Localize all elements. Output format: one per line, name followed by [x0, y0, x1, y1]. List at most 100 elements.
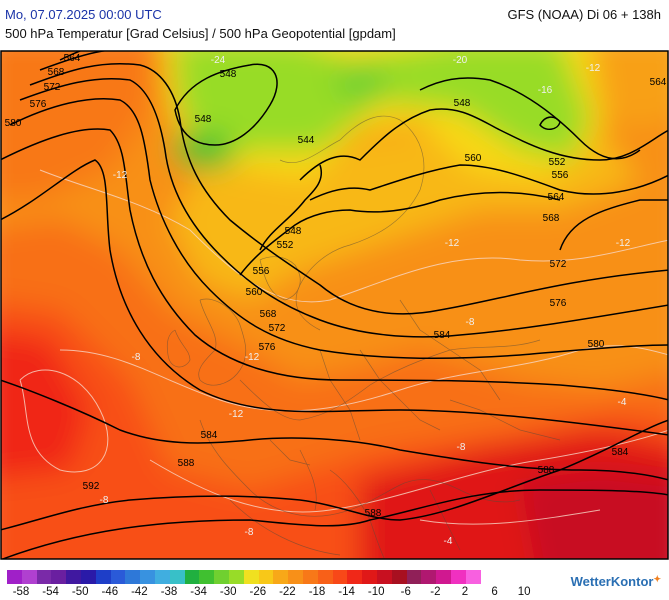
label-588: 588: [178, 458, 195, 469]
label-t-4b: -4: [444, 536, 453, 547]
wetterkontor-logo[interactable]: WetterKontor✦: [571, 574, 661, 589]
legend-tick-label: -22: [279, 586, 296, 598]
label-t-4a: -4: [618, 397, 627, 408]
legend-tick-label: -26: [249, 586, 267, 598]
legend-swatch: [140, 570, 155, 584]
label-580: 580: [5, 118, 22, 129]
legend-swatch: [21, 570, 37, 584]
label-560b: 560: [465, 153, 482, 164]
parameter-description: 500 hPa Temperatur [Grad Celsius] / 500 …: [5, 26, 396, 41]
header: Mo, 07.07.2025 00:00 UTC GFS (NOAA) Di 0…: [0, 0, 669, 50]
label-t-12c: -12: [445, 238, 460, 249]
legend-tick-label: -10: [367, 586, 385, 598]
label-t-24: -24: [211, 55, 226, 66]
model-run: GFS (NOAA) Di 06 + 138h: [507, 7, 661, 22]
legend-tick-label: -50: [71, 586, 89, 598]
legend-swatch: [51, 570, 67, 584]
label-568: 568: [48, 67, 65, 78]
legend-swatch: [406, 570, 422, 584]
label-t-8a: -8: [132, 352, 141, 363]
label-576c: 576: [550, 298, 567, 309]
legend-tick-label: -54: [42, 586, 59, 598]
label-t-8d: -8: [100, 495, 109, 506]
label-584b: 584: [434, 330, 451, 341]
label-572: 572: [44, 82, 61, 93]
label-t-8b: -8: [466, 317, 475, 328]
legend-swatch: [36, 570, 52, 584]
legend-swatch: [7, 570, 22, 584]
label-t-12f: -12: [229, 409, 244, 420]
label-548b: 548: [195, 114, 212, 125]
label-t-16: -16: [538, 85, 553, 96]
label-588c: 588: [538, 465, 555, 476]
label-t-12d: -12: [616, 238, 631, 249]
brand-name: WetterKontor: [570, 574, 654, 589]
legend-swatch: [302, 570, 318, 584]
label-576b: 576: [259, 342, 276, 353]
label-564: 564: [64, 53, 81, 64]
label-564c: 564: [650, 77, 667, 88]
contour-labels: 564 568 572 576 580 548 548 544 548 552 …: [5, 53, 667, 547]
label-568c: 568: [543, 213, 560, 224]
label-572b: 572: [269, 323, 286, 334]
legend-swatch: [258, 570, 274, 584]
legend-tick-label: -46: [101, 586, 119, 598]
label-572c: 572: [550, 259, 567, 270]
legend-tick-label: 6: [491, 586, 498, 598]
label-552: 552: [277, 240, 294, 251]
label-t-20: -20: [453, 55, 468, 66]
legend-swatch: [391, 570, 407, 584]
legend-swatch: [421, 570, 437, 584]
label-576: 576: [30, 99, 47, 110]
label-564b: 564: [548, 192, 565, 203]
color-legend: -58 -54 -50 -46 -42 -38 -34 -30 -26 -22 -18 -14 -10-…: [0, 560, 669, 600]
label-t-8e: -8: [245, 527, 254, 538]
legend-swatch: [450, 570, 466, 584]
legend-swatch: [214, 570, 229, 584]
label-552b: 552: [549, 157, 566, 168]
valid-time: Mo, 07.07.2025 00:00 UTC: [5, 7, 162, 22]
temperature-field: [1, 51, 668, 559]
legend-tick-label: -30: [219, 586, 237, 598]
label-t-12a: -12: [113, 170, 128, 181]
legend-tick-label: -14: [338, 586, 355, 598]
legend-swatch: [376, 570, 392, 584]
legend-swatch: [362, 570, 377, 584]
legend-swatch: [332, 570, 348, 584]
legend-swatch: [154, 570, 170, 584]
label-556b: 556: [552, 170, 569, 181]
legend-swatch: [465, 570, 481, 584]
label-548c: 548: [285, 226, 302, 237]
legend-swatch: [317, 570, 333, 584]
legend-tick-label: -58: [12, 586, 30, 598]
legend-tick-label: -42: [131, 586, 148, 598]
legend-swatch: [66, 570, 81, 584]
label-580b: 580: [588, 339, 605, 350]
legend-swatch: [199, 570, 215, 584]
legend-tick-label: -6: [400, 586, 411, 598]
legend-swatch: [125, 570, 141, 584]
temperature-isotherms: [19, 169, 668, 525]
legend-swatch: [347, 570, 363, 584]
label-t-12e: -12: [245, 352, 260, 363]
legend-swatch: [184, 570, 200, 584]
legend-tick-label: -18: [308, 586, 326, 598]
label-584c: 584: [612, 447, 629, 458]
brand-star-icon: ✦: [653, 574, 661, 584]
label-560: 560: [246, 287, 263, 298]
legend-tick-label: -38: [160, 586, 178, 598]
weather-map: 564 568 572 576 580 548 548 544 548 552 …: [0, 50, 669, 560]
legend-swatch: [80, 570, 96, 584]
label-568b: 568: [260, 309, 277, 320]
legend-swatch: [169, 570, 185, 584]
legend-swatch: [436, 570, 451, 584]
coastlines-and-borders: [166, 115, 561, 559]
label-584: 584: [201, 430, 218, 441]
label-556: 556: [253, 266, 270, 277]
legend-tick-label: 10: [517, 586, 531, 598]
legend-color-bar: [7, 570, 481, 584]
label-548: 548: [220, 69, 237, 80]
legend-tick-label: -2: [430, 586, 441, 598]
legend-swatch: [110, 570, 126, 584]
legend-swatch: [243, 570, 259, 584]
